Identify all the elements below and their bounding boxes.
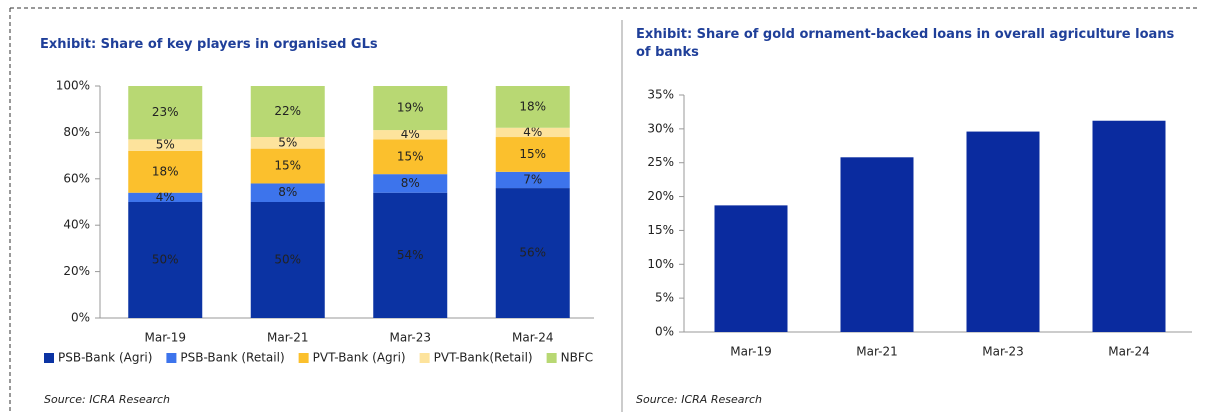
- bar-segment: [128, 139, 203, 151]
- data-label: 4%: [401, 127, 420, 141]
- bar: [1092, 120, 1166, 332]
- y-tick-label: 5%: [655, 291, 674, 305]
- y-tick-label: 80%: [63, 125, 90, 139]
- legend-label: PVT-Bank (Agri): [313, 351, 406, 365]
- x-tick-label: Mar-23: [390, 331, 431, 345]
- bar-segment: [495, 171, 570, 189]
- x-tick-label: Mar-21: [856, 345, 897, 359]
- legend-label: NBFC: [561, 351, 594, 365]
- bar-segment: [495, 127, 570, 138]
- bar-segment: [373, 130, 448, 140]
- x-tick-label: Mar-19: [145, 331, 186, 345]
- bar-segment: [373, 139, 448, 175]
- data-label: 5%: [156, 138, 175, 152]
- legend-label: PSB-Bank (Agri): [58, 351, 152, 365]
- bar-segment: [250, 202, 325, 318]
- y-tick-label: 40%: [63, 218, 90, 232]
- legend-label: PVT-Bank(Retail): [434, 351, 533, 365]
- data-label: 50%: [152, 253, 179, 267]
- data-label: 23%: [152, 105, 179, 119]
- y-tick-label: 0%: [655, 325, 674, 339]
- data-label: 18%: [519, 99, 546, 113]
- bar-segment: [495, 188, 570, 318]
- bar: [714, 205, 788, 332]
- y-tick-label: 100%: [56, 79, 90, 93]
- legend-swatch: [44, 353, 54, 363]
- bar-segment: [250, 148, 325, 184]
- source: Source: ICRA Research: [44, 393, 171, 406]
- data-label: 8%: [401, 176, 420, 190]
- legend-swatch: [166, 353, 177, 363]
- chart-title: Exhibit: Share of key players in organis…: [40, 37, 378, 52]
- bar: [966, 131, 1040, 332]
- data-label: 18%: [152, 164, 179, 178]
- y-tick-label: 10%: [647, 257, 674, 271]
- data-label: 15%: [519, 147, 546, 161]
- y-tick-label: 35%: [647, 88, 674, 102]
- bar-segment: [250, 137, 325, 149]
- y-tick-label: 20%: [63, 264, 90, 278]
- bar-segment: [373, 192, 448, 318]
- chart-title: Exhibit: Share of gold ornament-backed l…: [636, 27, 1175, 60]
- legend-swatch: [546, 353, 557, 363]
- x-tick-label: Mar-24: [512, 331, 553, 345]
- data-label: 4%: [156, 190, 175, 204]
- bar-segment: [373, 86, 448, 131]
- data-label: 15%: [397, 149, 424, 163]
- bar-segment: [373, 174, 448, 193]
- x-tick-label: Mar-21: [267, 331, 308, 345]
- bar-segment: [128, 192, 203, 202]
- y-tick-label: 15%: [647, 223, 674, 237]
- data-label: 7%: [523, 172, 542, 186]
- bar-segment: [128, 150, 203, 193]
- y-tick-label: 0%: [71, 311, 90, 325]
- x-tick-label: Mar-19: [730, 345, 771, 359]
- y-tick-label: 20%: [647, 189, 674, 203]
- data-label: 50%: [274, 253, 301, 267]
- data-label: 19%: [397, 101, 424, 115]
- bar-segment: [128, 202, 203, 318]
- data-label: 5%: [278, 135, 297, 149]
- x-tick-label: Mar-23: [982, 345, 1023, 359]
- data-label: 56%: [519, 246, 546, 260]
- legend-label: PSB-Bank (Retail): [180, 351, 284, 365]
- x-tick-label: Mar-24: [1108, 345, 1149, 359]
- data-label: 4%: [523, 125, 542, 139]
- bar-segment: [250, 183, 325, 202]
- bar: [840, 157, 914, 332]
- source: Source: ICRA Research: [636, 393, 763, 406]
- data-label: 15%: [274, 159, 301, 173]
- y-tick-label: 25%: [647, 155, 674, 169]
- bar-segment: [495, 137, 570, 172]
- legend-swatch: [298, 353, 309, 363]
- y-tick-label: 30%: [647, 121, 674, 135]
- y-tick-label: 60%: [63, 171, 90, 185]
- legend-swatch: [419, 353, 430, 363]
- bar-segment: [495, 86, 570, 128]
- bar-segment: [128, 86, 203, 140]
- data-label: 22%: [274, 104, 301, 118]
- data-label: 54%: [397, 248, 424, 262]
- bar-segment: [250, 86, 325, 138]
- data-label: 8%: [278, 185, 297, 199]
